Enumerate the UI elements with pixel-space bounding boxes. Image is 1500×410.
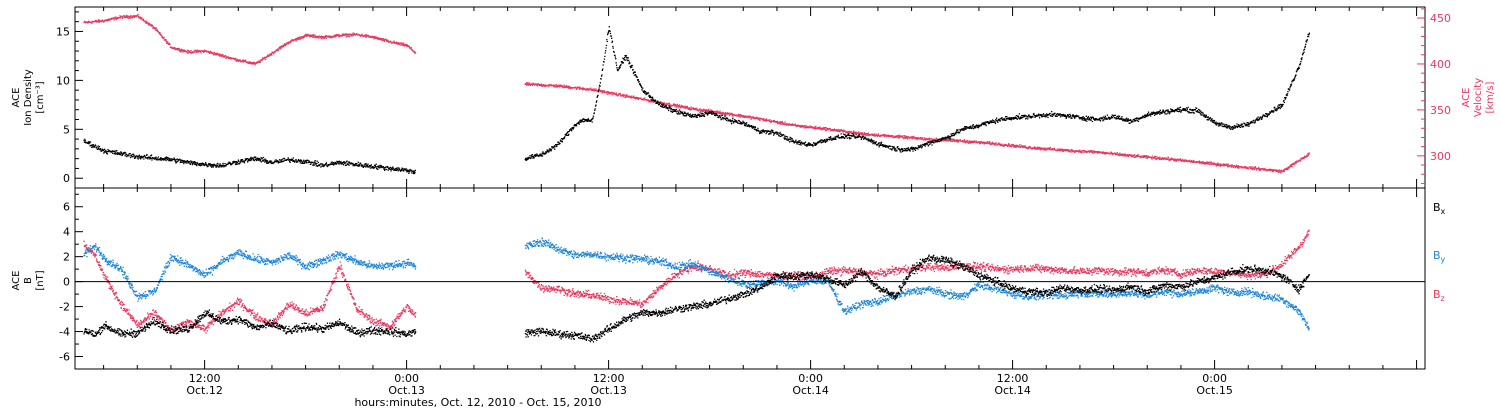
b-tick-label: 0 xyxy=(63,276,70,289)
velocity-series-points xyxy=(83,13,1311,174)
plasma-panel: 0 5 10 15 300 350 400 450 ACEIon Density[cm⁻³]… xyxy=(11,6,1496,189)
x-tick-day-label: Oct.14 xyxy=(792,384,829,397)
legend: Bx By Bz xyxy=(1433,201,1446,303)
magnetic-field-series-group xyxy=(83,229,1310,343)
magnetic-field-axis: -6 -4 -2 0 2 4 6 xyxy=(59,193,83,370)
density-series-points xyxy=(83,26,1310,175)
density-tick-label: 10 xyxy=(56,74,70,87)
magnetic-field-panel-frame xyxy=(74,187,1426,370)
velocity-tick-label: 350 xyxy=(1430,104,1451,117)
density-series xyxy=(83,26,1310,175)
velocity-series xyxy=(83,13,1311,174)
b-tick-label: -2 xyxy=(59,301,70,314)
velocity-tick-label: 400 xyxy=(1430,58,1451,71)
magnetic-field-axis-title: ACEB[nT] xyxy=(11,270,46,290)
x-tick-day-label: Oct.14 xyxy=(994,384,1031,397)
magnetic-field-panel: -6 -4 -2 0 2 4 6 ACEB[nT] Bx By Bz xyxy=(11,187,1446,370)
x-tick-time-label: 0:00 xyxy=(1202,372,1227,385)
velocity-axis-title: ACEVelocity[km/s] xyxy=(1461,78,1496,117)
density-tick-label: 0 xyxy=(63,172,70,185)
bx-series-points xyxy=(83,254,1310,343)
density-tick-label: 15 xyxy=(56,25,70,38)
x-tick-time-label: 12:00 xyxy=(189,372,221,385)
velocity-tick-label: 300 xyxy=(1430,150,1451,163)
b-tick-label: 6 xyxy=(63,201,70,214)
ion-density-axis-title: ACEIon Density[cm⁻³] xyxy=(11,69,46,126)
velocity-tick-label: 450 xyxy=(1430,12,1451,25)
b-tick-label: -4 xyxy=(59,326,70,339)
x-tick-time-label: 0:00 xyxy=(798,372,823,385)
velocity-axis: 300 350 400 450 xyxy=(1417,8,1451,184)
x-axis-title: hours:minutes, Oct. 12, 2010 - Oct. 15, … xyxy=(354,396,601,409)
x-tick-day-label: Oct.15 xyxy=(1196,384,1233,397)
x-tick-day-label: Oct.12 xyxy=(186,384,223,397)
x-tick-time-label: 12:00 xyxy=(997,372,1029,385)
x-tick-time-label: 12:00 xyxy=(593,372,625,385)
b-tick-label: 2 xyxy=(63,251,70,264)
legend-bx: Bx xyxy=(1433,201,1446,216)
b-tick-label: -6 xyxy=(59,351,70,364)
by-series xyxy=(83,237,1310,331)
ion-density-axis: 0 5 10 15 xyxy=(56,11,83,185)
x-tick-day-label: Oct.13 xyxy=(590,384,627,397)
x-tick-time-label: 0:00 xyxy=(394,372,419,385)
by-series-points xyxy=(83,237,1310,331)
bx-series xyxy=(83,254,1310,343)
legend-by: By xyxy=(1433,249,1446,264)
plasma-series-group xyxy=(83,13,1311,175)
density-tick-label: 5 xyxy=(63,123,70,136)
x-tick-day-label: Oct.13 xyxy=(388,384,425,397)
time-axis: 12:00Oct.120:00Oct.1312:00Oct.130:00Oct.… xyxy=(103,7,1418,397)
b-tick-label: 4 xyxy=(63,226,70,239)
legend-bz: Bz xyxy=(1433,288,1445,303)
